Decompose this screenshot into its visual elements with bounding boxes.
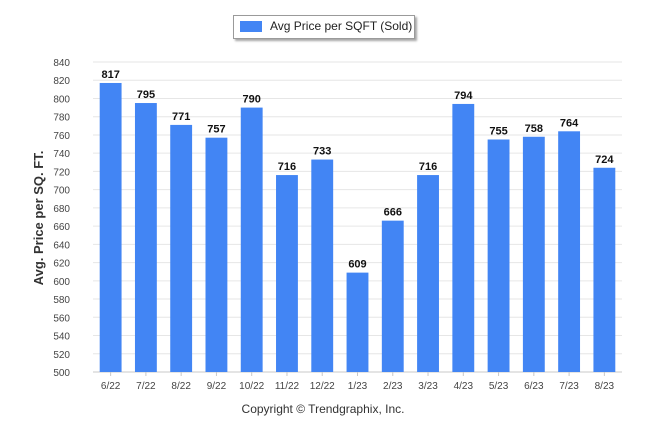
- bar: [311, 159, 334, 372]
- data-label: 755: [489, 126, 507, 138]
- x-tick-label: 4/23: [454, 381, 474, 392]
- data-label: 757: [207, 124, 225, 136]
- data-label: 609: [348, 259, 366, 271]
- bar: [452, 103, 475, 373]
- x-tick-label: 7/23: [559, 381, 579, 392]
- data-label: 771: [172, 111, 190, 123]
- legend-label: Avg Price per SQFT (Sold): [270, 19, 413, 33]
- data-label: 764: [560, 117, 579, 129]
- bar: [417, 175, 439, 372]
- data-label: 716: [278, 161, 296, 173]
- bar: [134, 103, 157, 372]
- x-tick-label: 9/22: [207, 381, 227, 392]
- bar: [593, 167, 616, 372]
- data-label: 795: [137, 89, 155, 101]
- bar: [558, 131, 581, 372]
- y-tick-label: 820: [53, 76, 70, 87]
- x-tick-label: 3/23: [418, 381, 438, 392]
- bar: [170, 124, 193, 372]
- x-tick-label: 1/23: [348, 381, 368, 392]
- y-tick-label: 740: [53, 149, 70, 160]
- data-label: 724: [595, 154, 614, 166]
- y-tick-label: 780: [53, 113, 70, 124]
- y-tick-label: 840: [53, 58, 70, 69]
- data-label: 817: [101, 69, 119, 81]
- bar: [205, 137, 228, 372]
- y-tick-label: 520: [53, 350, 70, 361]
- x-tick-label: 6/22: [101, 381, 121, 392]
- x-tick-label: 2/23: [383, 381, 403, 392]
- y-axis-ticks: 500 520 540 560 580 600 620 640 660 680 700 720 740 7…: [53, 58, 70, 379]
- y-tick-label: 640: [53, 240, 70, 251]
- y-tick-label: 700: [53, 186, 70, 197]
- bar: [346, 272, 369, 372]
- x-tick-label: 11/22: [275, 381, 300, 392]
- data-label: 716: [419, 161, 437, 173]
- y-axis-label: Avg. Price per SQ. FT.: [31, 151, 46, 286]
- data-label: 733: [313, 146, 331, 158]
- x-tick-label: 10/22: [239, 381, 264, 392]
- y-tick-label: 800: [53, 94, 70, 105]
- bar: [487, 139, 510, 372]
- legend[interactable]: Avg Price per SQFT (Sold): [233, 15, 415, 39]
- y-tick-label: 760: [53, 131, 70, 142]
- y-tick-label: 720: [53, 167, 70, 178]
- data-label: 794: [454, 90, 473, 102]
- bars: [99, 82, 616, 373]
- y-tick-label: 500: [53, 368, 70, 379]
- x-tick-label: 5/23: [489, 381, 509, 392]
- y-tick-label: 580: [53, 295, 70, 306]
- data-label: 790: [243, 94, 261, 106]
- data-label: 758: [525, 123, 543, 135]
- y-tick-label: 600: [53, 277, 70, 288]
- legend-swatch: [240, 21, 262, 32]
- x-axis-ticks: 6/22 7/22 8/22 9/22 10/22 11/22 12/22 1/23 2/23 3…: [101, 372, 615, 392]
- data-label: 666: [384, 207, 402, 219]
- y-tick-label: 540: [53, 332, 70, 343]
- x-tick-label: 7/22: [136, 381, 156, 392]
- y-tick-label: 620: [53, 259, 70, 270]
- x-tick-label: 12/22: [310, 381, 335, 392]
- x-tick-label: 8/23: [595, 381, 615, 392]
- bar: [381, 220, 404, 372]
- y-tick-label: 680: [53, 204, 70, 215]
- data-labels: 817 795 771 757 790 716 733 609 666 716 794 755 758 7…: [101, 69, 614, 271]
- bar: [240, 107, 263, 373]
- bar: [276, 175, 298, 372]
- x-tick-label: 8/22: [171, 381, 191, 392]
- copyright-text: Copyright © Trendgraphix, Inc.: [241, 402, 405, 416]
- x-tick-label: 6/23: [524, 381, 544, 392]
- y-tick-label: 560: [53, 313, 70, 324]
- y-tick-label: 660: [53, 222, 70, 233]
- bar: [522, 136, 545, 372]
- bar: [99, 82, 122, 373]
